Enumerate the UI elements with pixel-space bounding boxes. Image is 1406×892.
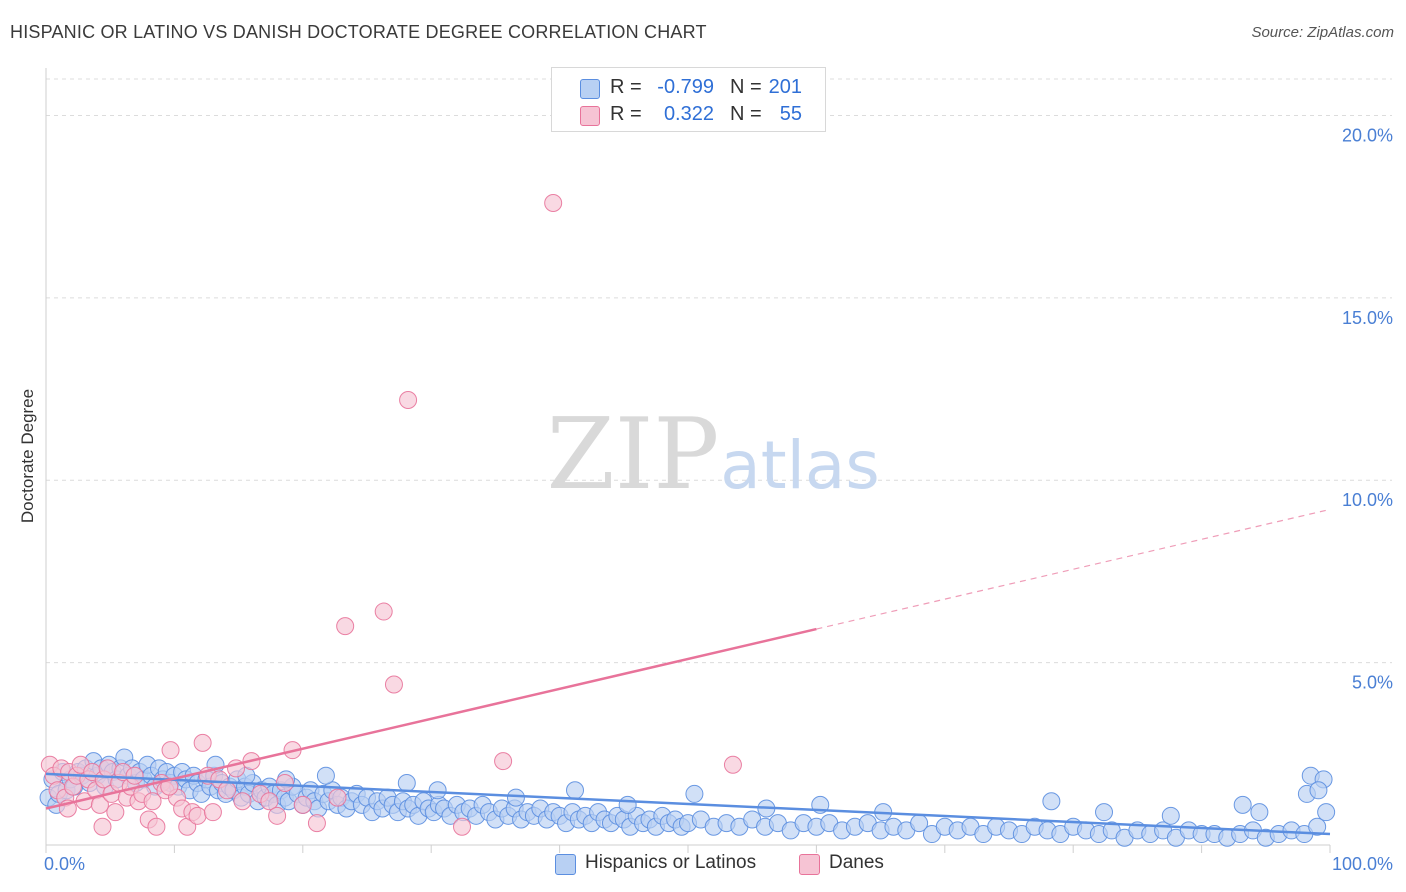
legend-item-hispanics[interactable]: Hispanics or Latinos bbox=[555, 851, 775, 877]
n-label: N = bbox=[730, 76, 762, 98]
watermark-atlas: atlas bbox=[720, 427, 880, 504]
danes-point bbox=[374, 602, 393, 621]
tick-labels: 5.0% 10.0% 15.0% 20.0% 0.0% 100.0% bbox=[44, 125, 1393, 874]
watermark-zip: ZIP bbox=[547, 398, 720, 512]
n-label: N = bbox=[730, 103, 762, 125]
hispanic-point bbox=[397, 773, 416, 792]
y-axis-label: Doctorate Degree bbox=[18, 389, 37, 523]
hispanic-point bbox=[1095, 803, 1114, 822]
n-value: 55 bbox=[779, 103, 802, 125]
hispanics-legend-swatch bbox=[555, 854, 576, 875]
danes-point bbox=[328, 788, 347, 807]
hispanic-point bbox=[1317, 803, 1336, 822]
data-points bbox=[39, 194, 1336, 847]
danes-point bbox=[147, 817, 166, 836]
danes-point bbox=[723, 755, 742, 774]
hispanic-point bbox=[566, 781, 585, 800]
r-value: 0.322 bbox=[663, 103, 714, 125]
chart-title: HISPANIC OR LATINO VS DANISH DOCTORATE D… bbox=[10, 22, 707, 42]
danes-point bbox=[399, 390, 418, 409]
danes-point bbox=[125, 766, 144, 785]
danes-point bbox=[93, 817, 112, 836]
y-tick-label: 20.0% bbox=[1342, 125, 1393, 145]
r-value: -0.799 bbox=[657, 76, 714, 98]
hispanic-point bbox=[1250, 803, 1269, 822]
hispanic-point bbox=[1161, 806, 1180, 825]
hispanics-legend-label: Hispanics or Latinos bbox=[585, 852, 757, 873]
r-label: R = bbox=[610, 103, 642, 125]
stats-row-hispanic: R = -0.799 N = 201 bbox=[552, 74, 825, 102]
danes-point bbox=[275, 773, 294, 792]
danes-trend-line bbox=[45, 627, 817, 810]
danes-point bbox=[384, 675, 403, 694]
danes-point bbox=[193, 733, 212, 752]
n-value: 201 bbox=[768, 76, 802, 98]
danes-point bbox=[98, 759, 117, 778]
danes-point bbox=[188, 806, 207, 825]
danes-point bbox=[307, 814, 326, 833]
hispanic-point bbox=[1309, 781, 1328, 800]
danes-legend-swatch bbox=[799, 854, 820, 875]
hispanic-point bbox=[618, 795, 637, 814]
danes-trend-extension bbox=[816, 508, 1331, 630]
hispanic-point bbox=[316, 766, 335, 785]
trend-lines bbox=[45, 508, 1331, 836]
danes-points bbox=[40, 194, 742, 836]
legend-item-danes[interactable]: Danes bbox=[799, 851, 899, 877]
danes-point bbox=[494, 752, 513, 771]
danes-point bbox=[218, 781, 237, 800]
source-label: Source: ZipAtlas.com bbox=[1251, 24, 1394, 41]
hispanic-point bbox=[506, 788, 525, 807]
danes-point bbox=[260, 792, 279, 811]
hispanic-point bbox=[685, 784, 704, 803]
danes-point bbox=[233, 792, 252, 811]
danes-point bbox=[544, 194, 563, 213]
x-tick-label: 100.0% bbox=[1332, 854, 1393, 874]
y-tick-label: 5.0% bbox=[1352, 673, 1393, 693]
danes-point bbox=[453, 817, 472, 836]
danes-point bbox=[160, 777, 179, 796]
danes-point bbox=[336, 617, 355, 636]
axes bbox=[45, 68, 1331, 853]
watermark: ZIP atlas bbox=[547, 398, 880, 512]
r-label: R = bbox=[610, 76, 642, 98]
danes-point bbox=[268, 806, 287, 825]
stats-row-danes: R = 0.322 N = 55 bbox=[552, 101, 825, 129]
hispanic-swatch bbox=[580, 79, 600, 99]
hispanic-point bbox=[1308, 817, 1327, 836]
danes-swatch bbox=[580, 106, 600, 126]
danes-point bbox=[203, 803, 222, 822]
danes-point bbox=[143, 792, 162, 811]
danes-legend-label: Danes bbox=[829, 852, 884, 873]
grid bbox=[46, 78, 1392, 664]
hispanic-trend-line bbox=[45, 772, 1331, 836]
y-tick-label: 10.0% bbox=[1342, 490, 1393, 510]
x-tick-label: 0.0% bbox=[44, 854, 85, 874]
danes-point bbox=[161, 741, 180, 760]
danes-point bbox=[293, 795, 312, 814]
y-tick-label: 15.0% bbox=[1342, 308, 1393, 328]
danes-point bbox=[106, 803, 125, 822]
hispanic-point bbox=[1233, 795, 1252, 814]
stats-legend: R = -0.799 N = 201 R = 0.322 N = 55 bbox=[551, 67, 826, 132]
hispanic-point bbox=[428, 781, 447, 800]
hispanic-point bbox=[1042, 792, 1061, 811]
